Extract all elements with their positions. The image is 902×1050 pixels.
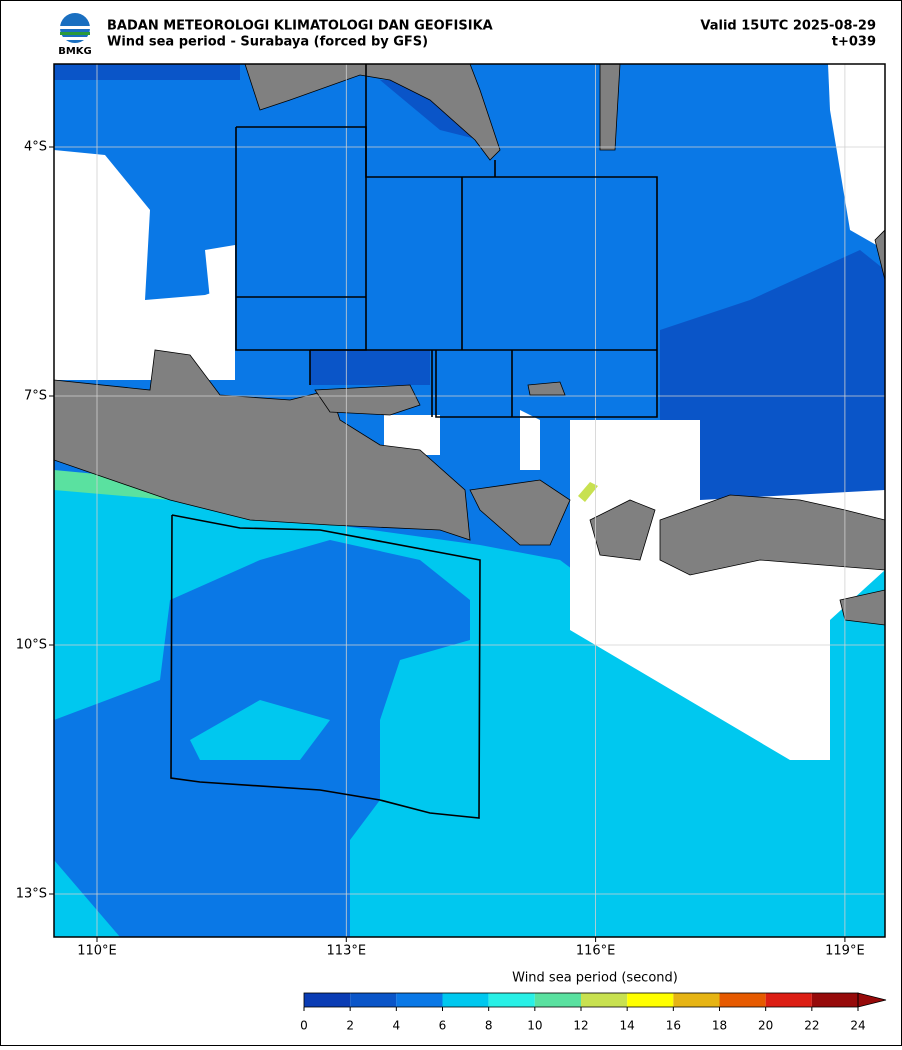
colorbar-label: Wind sea period (second)	[512, 971, 678, 986]
colorbar-segment	[673, 993, 720, 1007]
lon-label: 113°E	[327, 944, 367, 959]
zone-boundaries	[170, 64, 658, 819]
forecast-step: t+039	[832, 35, 876, 50]
colorbar-segment	[396, 993, 443, 1007]
lat-label: 10°S	[16, 638, 47, 653]
colorbar-tick-label: 18	[712, 1019, 727, 1033]
lon-label: 110°E	[77, 944, 117, 959]
colorbar-tick-label: 22	[804, 1019, 819, 1033]
colorbar-tick-label: 4	[393, 1019, 401, 1033]
colorbar-segment	[350, 993, 397, 1007]
logo-text: BMKG	[58, 46, 92, 57]
colorbar-tick-label: 14	[620, 1019, 635, 1033]
colorbar-segment	[304, 993, 351, 1007]
map-frame	[53, 63, 886, 938]
lon-label: 119°E	[825, 944, 865, 959]
colorbar: 0 2 4 6 8 10 12 14 16 18 20 22 24	[300, 992, 887, 1033]
colorbar-tick-label: 24	[850, 1019, 865, 1033]
title: BADAN METEOROLOGI KLIMATOLOGI DAN GEOFIS…	[107, 19, 493, 34]
colorbar-tick-label: 8	[485, 1019, 493, 1033]
logo	[60, 13, 90, 43]
colorbar-segment	[719, 993, 766, 1007]
colorbar-tick-label: 6	[439, 1019, 447, 1033]
lat-label: 13°S	[16, 887, 47, 902]
colorbar-tick-label: 2	[346, 1019, 354, 1033]
colorbar-segment	[627, 993, 674, 1007]
grid	[49, 64, 885, 942]
colorbar-segment	[442, 993, 489, 1007]
subtitle: Wind sea period - Surabaya (forced by GF…	[107, 35, 428, 50]
map-field	[54, 64, 885, 937]
colorbar-tick-label: 20	[758, 1019, 773, 1033]
colorbar-tick-label: 0	[300, 1019, 308, 1033]
colorbar-tick-label: 16	[666, 1019, 681, 1033]
colorbar-tick-label: 10	[527, 1019, 542, 1033]
lat-label: 7°S	[24, 389, 47, 404]
valid-time: Valid 15UTC 2025-08-29	[700, 19, 876, 34]
colorbar-segment	[534, 993, 581, 1007]
colorbar-segment	[765, 993, 812, 1007]
lat-label: 4°S	[24, 140, 47, 155]
colorbar-segment	[811, 993, 858, 1007]
lon-label: 116°E	[576, 944, 616, 959]
colorbar-tick-label: 12	[573, 1019, 588, 1033]
colorbar-segment	[581, 993, 628, 1007]
colorbar-segment	[488, 993, 535, 1007]
